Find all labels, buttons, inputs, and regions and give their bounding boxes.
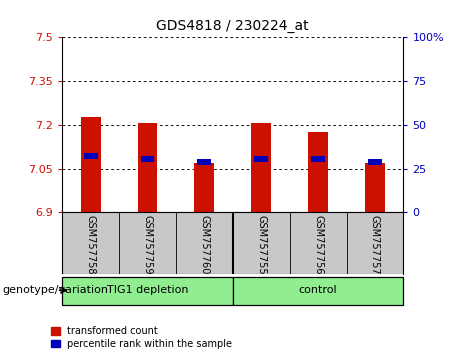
Bar [251, 123, 271, 212]
Bar [197, 159, 211, 165]
Bar [368, 159, 382, 165]
Text: control: control [299, 285, 337, 295]
Bar [137, 123, 158, 212]
Text: GSM757758: GSM757758 [86, 216, 96, 275]
Bar [254, 156, 268, 161]
Bar [62, 276, 233, 304]
Bar [141, 156, 154, 161]
Bar [365, 163, 385, 212]
Text: GSM757757: GSM757757 [370, 216, 380, 275]
Text: TIG1 depletion: TIG1 depletion [107, 285, 188, 295]
Bar [308, 132, 328, 212]
Legend: transformed count, percentile rank within the sample: transformed count, percentile rank withi… [51, 326, 232, 349]
Bar [81, 118, 100, 212]
Bar [311, 156, 325, 161]
Text: GSM757755: GSM757755 [256, 216, 266, 275]
Text: genotype/variation: genotype/variation [2, 285, 108, 295]
Text: GSM757756: GSM757756 [313, 216, 323, 275]
Text: GSM757760: GSM757760 [199, 216, 209, 275]
Bar [195, 163, 214, 212]
Bar [233, 276, 403, 304]
Bar [84, 153, 98, 159]
Text: GSM757759: GSM757759 [142, 216, 153, 275]
Title: GDS4818 / 230224_at: GDS4818 / 230224_at [156, 19, 309, 33]
